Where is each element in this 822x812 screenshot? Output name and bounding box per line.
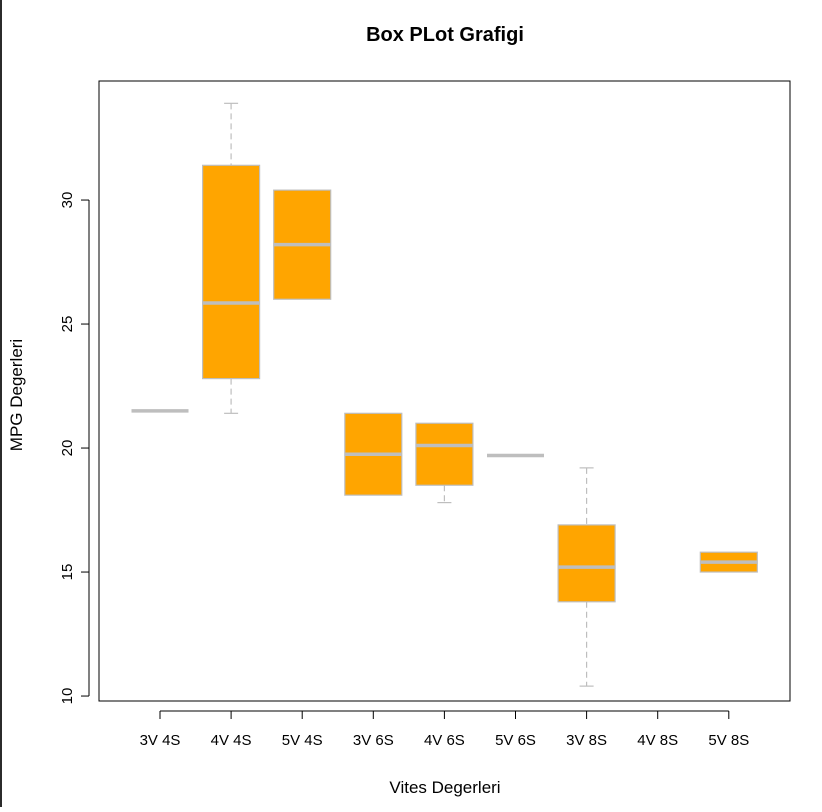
x-tick-label: 3V 4S bbox=[140, 732, 181, 749]
y-tick-label: 25 bbox=[59, 316, 76, 333]
box-group bbox=[344, 412, 403, 496]
box-group bbox=[557, 467, 616, 687]
y-tick-label: 15 bbox=[59, 564, 76, 581]
box-group bbox=[202, 102, 261, 414]
plot-frame bbox=[98, 80, 791, 702]
x-tick-label: 5V 4S bbox=[282, 732, 323, 749]
box-group bbox=[415, 422, 474, 504]
x-tick-label: 4V 8S bbox=[637, 732, 678, 749]
y-axis-label: MPG Degerleri bbox=[7, 339, 26, 451]
y-axis: 10 15 20 25 30 bbox=[59, 192, 90, 705]
x-tick-label: 5V 6S bbox=[495, 732, 536, 749]
box-iqr bbox=[202, 164, 261, 380]
window-left-edge bbox=[0, 0, 2, 807]
x-tick-label: 4V 4S bbox=[211, 732, 252, 749]
box-group bbox=[273, 189, 332, 300]
box-iqr bbox=[415, 422, 474, 486]
box-group bbox=[699, 551, 758, 573]
x-tick-label: 3V 8S bbox=[566, 732, 607, 749]
x-tick-label: 3V 6S bbox=[353, 732, 394, 749]
box-series bbox=[131, 102, 758, 687]
chart-title: Box PLot Grafigi bbox=[366, 24, 524, 46]
y-tick-label: 20 bbox=[59, 440, 76, 457]
x-tick-label: 4V 6S bbox=[424, 732, 465, 749]
x-tick-label: 5V 8S bbox=[708, 732, 749, 749]
y-tick-label: 10 bbox=[59, 688, 76, 705]
box-iqr bbox=[557, 524, 616, 603]
y-tick-label: 30 bbox=[59, 192, 76, 209]
x-axis-label: Vites Degerleri bbox=[389, 778, 500, 797]
x-axis: 3V 4S 4V 4S 5V 4S 3V 6S 4V 6S 5V 6S 3V 8S 4V 8S… bbox=[140, 710, 749, 749]
